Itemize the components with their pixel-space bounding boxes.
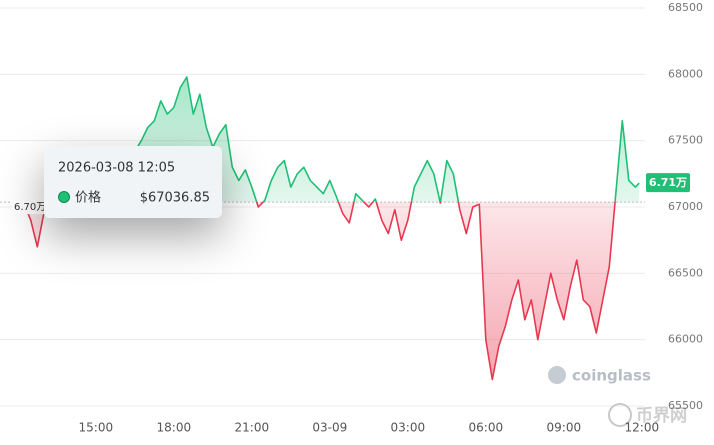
- y-tick-label: 67500: [668, 134, 703, 147]
- x-tick-label: 12:00: [625, 421, 660, 435]
- x-tick-label: 03-09: [312, 421, 347, 435]
- y-tick-label: 68500: [668, 1, 703, 14]
- y-tick-label: 67000: [668, 200, 703, 213]
- tooltip-date: 2026-03-08 12:05: [58, 161, 175, 176]
- tooltip-dot: [58, 191, 70, 203]
- y-tick-label: 66000: [668, 333, 703, 346]
- tooltip-value: $67036.85: [140, 191, 210, 206]
- y-tick-label: 68000: [668, 67, 703, 80]
- y-tick-label: 65500: [668, 399, 703, 412]
- x-tick-label: 03:00: [391, 421, 426, 435]
- tooltip-label: 价格: [75, 190, 101, 206]
- baseline-label-bg: [12, 200, 48, 215]
- watermark: coinglass: [572, 367, 651, 385]
- x-tick-label: 15:00: [79, 421, 114, 435]
- x-tick-label: 21:00: [235, 421, 270, 435]
- x-tick-label: 06:00: [469, 421, 504, 435]
- last-price-label: 6.71万: [649, 176, 687, 189]
- x-tick-label: 09:00: [547, 421, 582, 435]
- watermark-icon: [548, 366, 566, 384]
- x-tick-label: 18:00: [157, 421, 192, 435]
- last-price-bg: [646, 173, 690, 193]
- y-tick-label: 66500: [668, 266, 703, 279]
- baseline-label: 6.70万: [14, 202, 46, 213]
- tooltip: 2026-03-08 12:05 价格 $67036.85: [44, 146, 222, 218]
- tooltip-box: [44, 146, 222, 218]
- area: [17, 77, 640, 380]
- watermark2-icon: [608, 403, 632, 427]
- watermark2: 币界网: [636, 406, 687, 426]
